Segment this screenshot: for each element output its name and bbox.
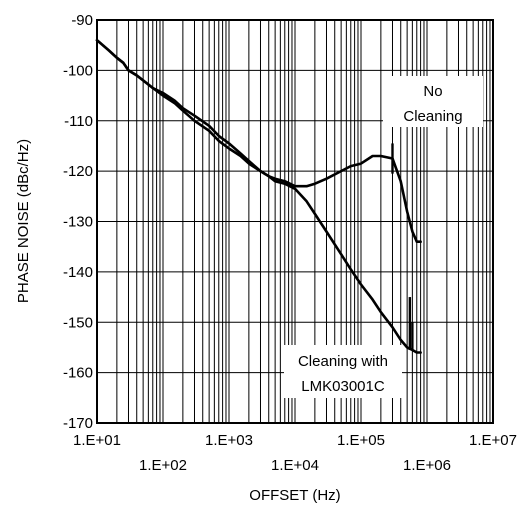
annotation-line: Cleaning with: [298, 353, 388, 370]
y-tick-label: -110: [64, 113, 93, 130]
x-tick-labels: 1.E+01 1.E+03 1.E+05 1.E+07 1.E+02 1.E+04 1.E+…: [73, 432, 517, 474]
annotation-box: [383, 76, 483, 127]
y-tick-label: -140: [63, 264, 93, 281]
annotation-line: Cleaning: [403, 108, 462, 125]
series-line: [95, 38, 422, 354]
y-tick-label: -170: [63, 415, 93, 432]
annotation-no-cleaning: No Cleaning: [383, 76, 483, 127]
annotation-line: LMK03001C: [301, 378, 385, 395]
x-axis-label: OFFSET (Hz): [249, 487, 340, 504]
y-tick-label: -150: [63, 314, 93, 331]
annotation-cleaning-lmk03001c: Cleaning with LMK03001C: [284, 345, 402, 398]
x-tick-label: 1.E+05: [337, 432, 385, 449]
series-layer: [95, 38, 422, 354]
x-tick-label: 1.E+06: [403, 457, 451, 474]
x-tick-label: 1.E+03: [205, 432, 253, 449]
y-tick-label: -100: [63, 62, 93, 79]
annotation-box: [284, 345, 402, 398]
plot-area-frame: [96, 19, 494, 424]
annotation-line: No: [423, 83, 442, 100]
y-axis-label: PHASE NOISE (dBc/Hz): [15, 139, 32, 303]
y-tick-label: -120: [63, 163, 93, 180]
x-tick-label: 1.E+02: [139, 457, 187, 474]
y-tick-labels: -90 -100 -110 -120 -130 -140 -150 -160 -170: [63, 12, 93, 432]
y-tick-label: -160: [63, 365, 93, 382]
x-tick-label: 1.E+01: [73, 432, 121, 449]
x-tick-label: 1.E+04: [271, 457, 319, 474]
x-tick-label: 1.E+07: [469, 432, 517, 449]
y-tick-label: -130: [63, 214, 93, 231]
y-tick-label: -90: [71, 12, 93, 29]
